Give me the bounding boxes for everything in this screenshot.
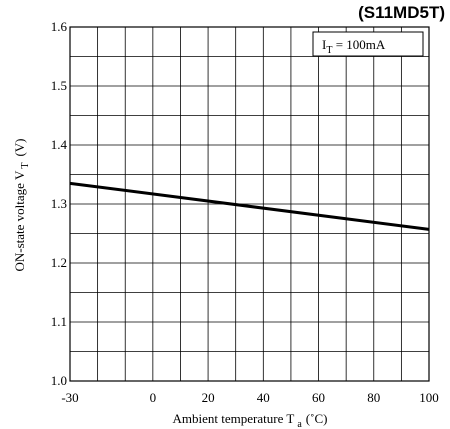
- x-tick-label: 40: [257, 390, 270, 405]
- series-line: [69, 181, 430, 231]
- data-marks: [69, 181, 430, 231]
- y-tick-label: 1.2: [51, 255, 67, 270]
- x-tick-label: 60: [312, 390, 325, 405]
- y-tick-label: 1.4: [51, 137, 68, 152]
- y-tick-label: 1.3: [51, 196, 67, 211]
- x-tick-label: -30: [61, 390, 78, 405]
- x-tick-label: 20: [202, 390, 215, 405]
- annotation: IT = 100mA: [312, 31, 424, 57]
- x-tick-label: 100: [419, 390, 439, 405]
- x-tick-label: 0: [150, 390, 157, 405]
- grid: [70, 27, 429, 381]
- x-tick-label: 80: [367, 390, 380, 405]
- plot-frame: [69, 26, 430, 382]
- x-tick-labels: -30 0 20 40 60 80 100: [61, 390, 438, 405]
- y-tick-label: 1.6: [51, 19, 68, 34]
- y-tick-label: 1.5: [51, 78, 67, 93]
- chart-title: (S11MD5T): [358, 3, 445, 22]
- annotation-box: [312, 31, 424, 57]
- y-tick-labels: 1.0 1.1 1.2 1.3 1.4 1.5 1.6: [51, 19, 68, 388]
- y-tick-label: 1.0: [51, 373, 67, 388]
- y-axis-label: ON-state voltage VT(V): [12, 138, 31, 271]
- y-tick-label: 1.1: [51, 314, 67, 329]
- annotation-text: IT = 100mA: [322, 37, 386, 56]
